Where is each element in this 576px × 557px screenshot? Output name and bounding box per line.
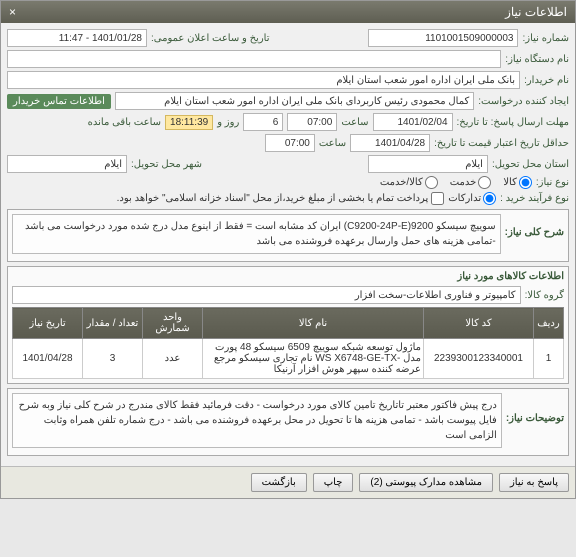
section-desc: شرح کلی نیاز: سوییچ سیسکو C9200-24P-E)92… — [7, 209, 569, 262]
ann-time-field: 1401/01/28 - 11:47 — [7, 29, 147, 47]
proc-radio-group: تدارکات — [448, 192, 496, 205]
deadline-time: 07:00 — [287, 113, 337, 131]
cell-idx: 1 — [534, 339, 564, 379]
notes-header: توضیحات نیاز: — [506, 413, 564, 424]
table-header-row: ردیف کد کالا نام کالا واحد شمارش تعداد /… — [13, 308, 564, 339]
desc-text: سوییچ سیسکو C9200-24P-E)9200) ایران کد م… — [12, 214, 501, 254]
desc-header: شرح کلی نیاز: — [505, 227, 564, 238]
time-label-1: ساعت — [341, 117, 368, 128]
creator-field: کمال محمودی رئیس کاربردای بانک ملی ایران… — [115, 92, 474, 110]
window-title: اطلاعات نیاز — [505, 5, 567, 19]
contact-badge[interactable]: اطلاعات تماس خریدار — [7, 94, 111, 109]
col-unit: واحد شمارش — [143, 308, 203, 339]
pay-checkbox[interactable]: پرداخت تمام یا بخشی از مبلغ خرید،از محل … — [117, 192, 445, 205]
buyer-field: بانک ملی ایران اداره امور شعب استان ایلا… — [7, 71, 520, 89]
deadline-date: 1401/02/04 — [373, 113, 453, 131]
table-row[interactable]: 1 2239300123340001 ماژول توسعه شبکه سویی… — [13, 339, 564, 379]
cell-date: 1401/04/28 — [13, 339, 83, 379]
goods-header: اطلاعات کالاهای مورد نیاز — [12, 271, 564, 282]
radio-service[interactable]: خدمت — [450, 176, 492, 189]
col-date: تاریخ نیاز — [13, 308, 83, 339]
answer-button[interactable]: پاسخ به نیاز — [499, 473, 569, 492]
creator-label: ایجاد کننده درخواست: — [478, 96, 569, 107]
titlebar: اطلاعات نیاز × — [1, 1, 575, 23]
radio-both[interactable]: کالا/خدمت — [380, 176, 438, 189]
prov-field: ایلام — [368, 155, 488, 173]
col-qty: تعداد / مقدار — [83, 308, 143, 339]
info-window: اطلاعات نیاز × شماره نیاز: 1101001509000… — [0, 0, 576, 499]
valid-date: 1401/04/28 — [350, 134, 430, 152]
req-no-field: 1101001509000003 — [368, 29, 518, 47]
section-goods: اطلاعات کالاهای مورد نیاز گروه کالا: کام… — [7, 266, 569, 384]
type-radio-group: کالا خدمت کالا/خدمت — [380, 176, 532, 189]
cell-qty: 3 — [83, 339, 143, 379]
group-label: گروه کالا: — [525, 290, 564, 301]
goods-table: ردیف کد کالا نام کالا واحد شمارش تعداد /… — [12, 307, 564, 379]
valid-time: 07:00 — [265, 134, 315, 152]
deadline-label: مهلت ارسال پاسخ: تا تاریخ: — [457, 117, 569, 128]
valid-label: حداقل تاریخ اعتبار قیمت تا تاریخ: — [434, 138, 569, 149]
days-label: روز و — [217, 117, 239, 128]
attachments-button[interactable]: مشاهده مدارک پیوستی (2) — [359, 473, 493, 492]
col-idx: ردیف — [534, 308, 564, 339]
close-icon[interactable]: × — [9, 5, 16, 19]
countdown: 18:11:39 — [165, 115, 213, 130]
city-label: شهر محل تحویل: — [131, 159, 202, 170]
cell-unit: عدد — [143, 339, 203, 379]
proc-label: نوع فرآیند خرید : — [500, 193, 569, 204]
req-no-label: شماره نیاز: — [522, 33, 569, 44]
device-label: نام دستگاه نیاز: — [505, 54, 569, 65]
days-left: 6 — [243, 113, 283, 131]
col-code: کد کالا — [424, 308, 534, 339]
back-button[interactable]: بازگشت — [251, 473, 307, 492]
device-field — [7, 50, 501, 68]
type-label: نوع نیاز: — [536, 177, 569, 188]
city-field: ایلام — [7, 155, 127, 173]
group-field: کامپیوتر و فناوری اطلاعات-سخت افزار — [12, 286, 521, 304]
section-notes: توضیحات نیاز: درج پیش فاکتور معتبر تاتار… — [7, 388, 569, 456]
ann-time-label: تاریخ و ساعت اعلان عمومی: — [151, 33, 270, 44]
radio-goods[interactable]: کالا — [503, 176, 532, 189]
prov-label: استان محل تحویل: — [492, 159, 569, 170]
time-label-2: ساعت — [319, 138, 346, 149]
cell-code: 2239300123340001 — [424, 339, 534, 379]
form-body: شماره نیاز: 1101001509000003 تاریخ و ساع… — [1, 23, 575, 466]
buyer-label: نام خریدار: — [524, 75, 569, 86]
col-name: نام کالا — [203, 308, 424, 339]
print-button[interactable]: چاپ — [313, 473, 354, 492]
notes-text: درج پیش فاکتور معتبر تاتاریخ تامین کالای… — [12, 393, 502, 448]
remain-label: ساعت باقی مانده — [88, 117, 161, 128]
cell-name: ماژول توسعه شبکه سوییچ 6509 سیسکو 48 پور… — [203, 339, 424, 379]
radio-proc-open[interactable]: تدارکات — [448, 192, 496, 205]
footer: پاسخ به نیاز مشاهده مدارک پیوستی (2) چاپ… — [1, 466, 575, 498]
